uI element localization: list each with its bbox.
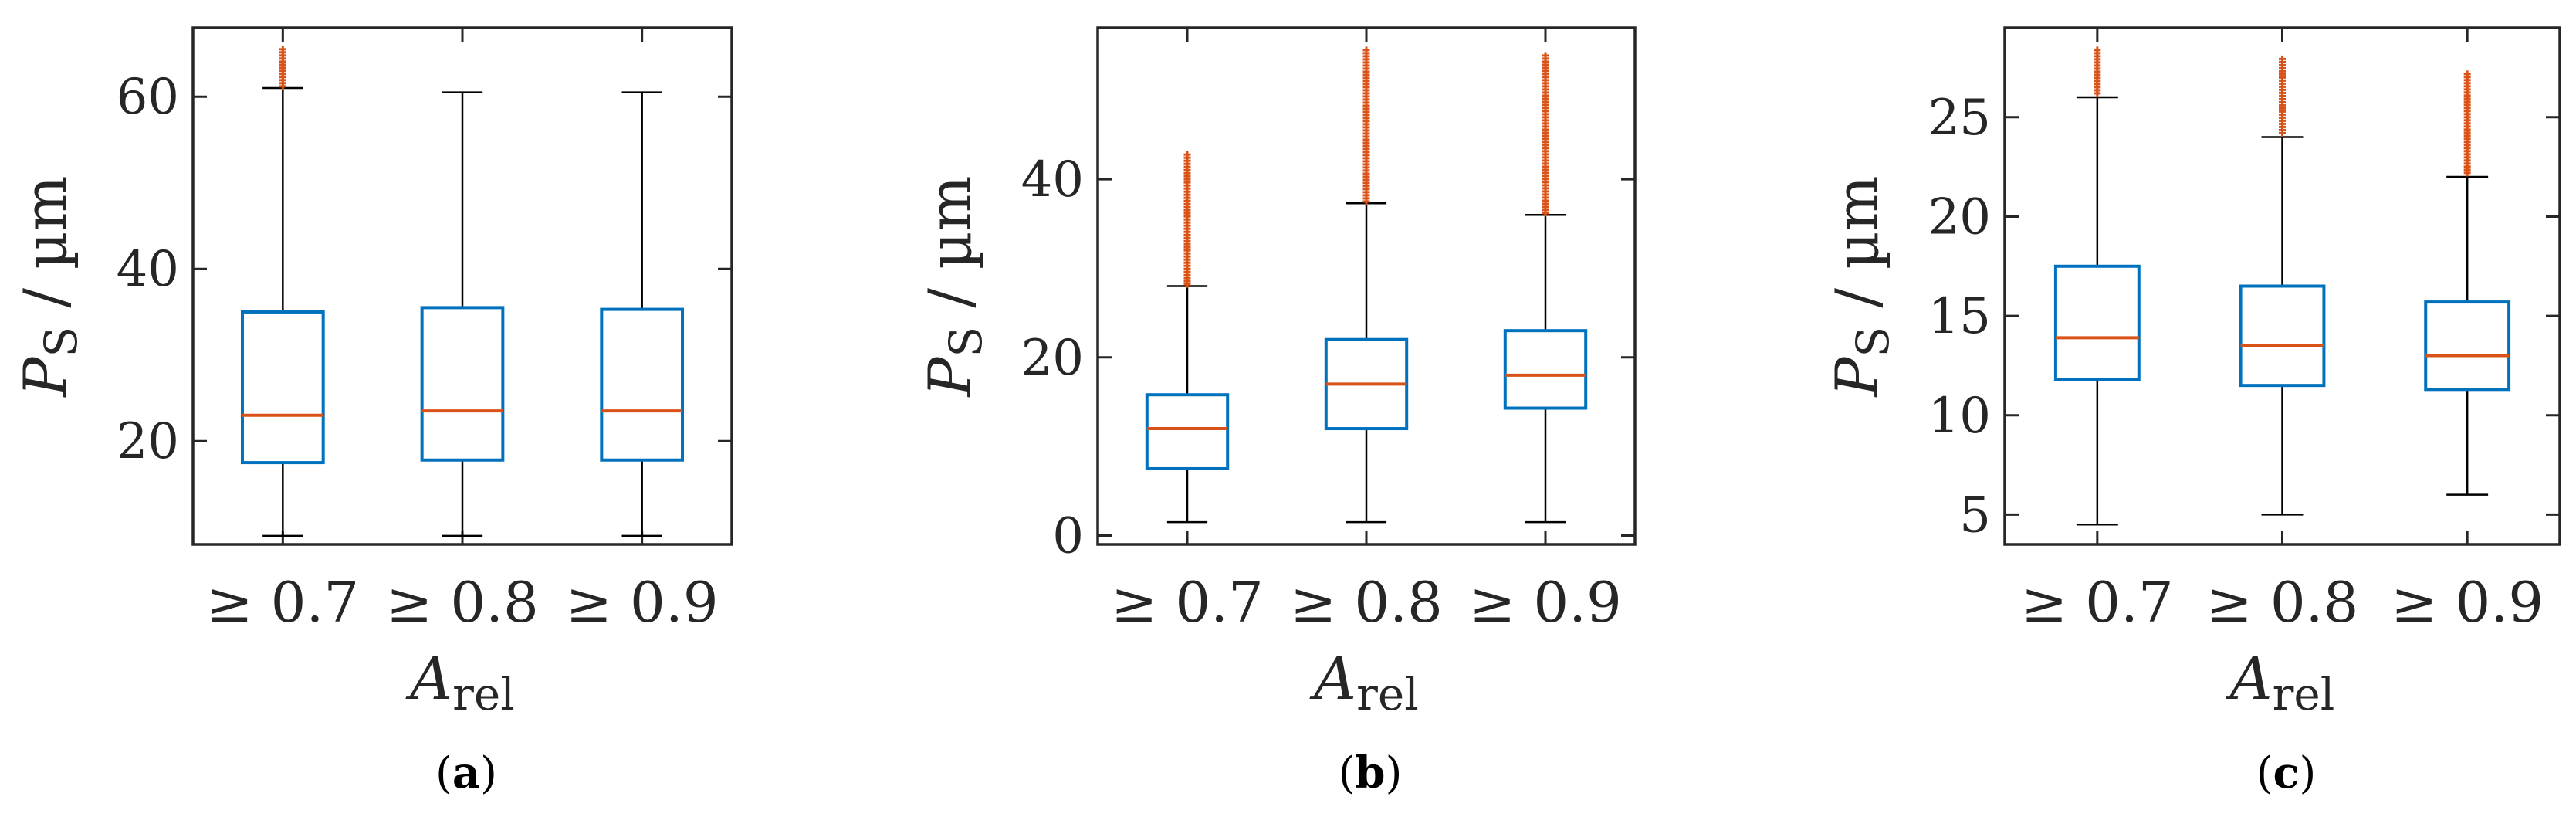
y-axis-label: PS / µm — [11, 175, 87, 398]
panel-b: 0 20 40 ≥ 0.7 ≥ 0.8 ≥ 0.9 Arel PS / µm (b) — [916, 26, 1637, 798]
panel-caption-letter: c — [2273, 748, 2299, 798]
y-tick-label: 15 — [1928, 288, 1991, 345]
outliers — [2279, 55, 2286, 137]
x-axis-subscript: rel — [452, 668, 515, 720]
y-tick-label: 60 — [117, 69, 179, 126]
outliers — [279, 46, 286, 90]
x-axis-subscript: rel — [1356, 668, 1419, 720]
iqr-box — [2053, 264, 2141, 381]
y-axis-label: PS / µm — [916, 175, 992, 398]
y-tick-label: 0 — [1052, 507, 1084, 564]
panel-a: 20 40 60 ≥ 0.7 ≥ 0.8 ≥ 0.9 Arel PS / µm (a) — [11, 26, 733, 798]
x-axis-symbol: A — [1309, 644, 1356, 713]
outliers — [1183, 151, 1191, 288]
outliers — [1542, 52, 1549, 217]
x-tick-label: ≥ 0.7 — [206, 570, 359, 635]
x-axis-label: Arel — [2226, 644, 2335, 720]
y-axis-subscript: S — [35, 327, 87, 358]
y-tick-label: 40 — [1021, 151, 1084, 208]
box-1 — [420, 91, 505, 537]
y-axis-symbol: P — [11, 356, 80, 398]
panel-caption: (a) — [435, 748, 497, 798]
box-2 — [1503, 52, 1588, 524]
box-2 — [600, 91, 685, 537]
x-tick-label: ≥ 0.8 — [1290, 570, 1443, 635]
box-2 — [2424, 70, 2511, 496]
x-tick-label: ≥ 0.9 — [2391, 570, 2544, 635]
y-tick-label: 20 — [1928, 188, 1991, 246]
x-axis-label: Arel — [1309, 644, 1419, 720]
x-tick-label: ≥ 0.8 — [2206, 570, 2359, 635]
y-axis-symbol: P — [916, 356, 984, 398]
x-tick-label: ≥ 0.9 — [566, 570, 719, 635]
iqr-box — [600, 307, 685, 462]
y-axis-unit: / µm — [11, 175, 80, 326]
y-tick-label: 10 — [1928, 388, 1991, 445]
x-axis-symbol: A — [405, 644, 452, 713]
x-tick-label: ≥ 0.8 — [386, 570, 539, 635]
box-0 — [2053, 46, 2141, 526]
x-tick-label: ≥ 0.7 — [2021, 570, 2174, 635]
y-tick-label: 20 — [1021, 330, 1084, 387]
panel-caption: (c) — [2256, 748, 2317, 798]
panel-caption-letter: b — [1355, 748, 1385, 798]
panel-caption-letter: a — [452, 748, 480, 798]
outliers — [1362, 46, 1370, 205]
y-axis-symbol: P — [1823, 356, 1891, 398]
y-tick-label: 20 — [117, 413, 179, 470]
panel-c: 5 10 15 20 25 ≥ 0.7 ≥ 0.8 ≥ 0.9 Arel PS / µm (c) — [1823, 26, 2561, 798]
iqr-box — [2424, 300, 2511, 392]
box-1 — [1324, 46, 1409, 524]
x-tick-label: ≥ 0.7 — [1111, 570, 1264, 635]
y-axis-unit: / µm — [916, 175, 984, 326]
x-axis-symbol: A — [2226, 644, 2273, 713]
outliers — [2094, 46, 2101, 97]
y-axis-label: PS / µm — [1823, 175, 1899, 398]
iqr-box — [420, 306, 505, 462]
iqr-box — [240, 310, 325, 465]
x-axis-label: Arel — [405, 644, 515, 720]
panel-caption: (b) — [1339, 748, 1403, 798]
y-axis-unit: / µm — [1823, 175, 1891, 326]
box-1 — [2239, 55, 2326, 516]
iqr-box — [2239, 284, 2326, 388]
x-axis-subscript: rel — [2273, 668, 2335, 720]
iqr-box — [1145, 393, 1230, 470]
box-0 — [240, 46, 325, 537]
x-tick-label: ≥ 0.9 — [1469, 570, 1622, 635]
y-tick-label: 25 — [1928, 90, 1991, 147]
box-0 — [1145, 151, 1230, 524]
y-axis-subscript: S — [939, 327, 992, 358]
iqr-box — [1503, 329, 1588, 410]
outliers — [2463, 70, 2471, 177]
y-axis-subscript: S — [1847, 327, 1899, 358]
y-tick-label: 40 — [117, 241, 179, 298]
y-tick-label: 5 — [1959, 486, 1991, 544]
